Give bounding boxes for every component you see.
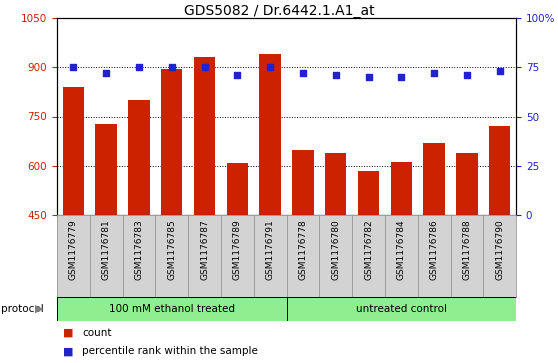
Text: GSM1176782: GSM1176782 xyxy=(364,219,373,280)
Text: GSM1176781: GSM1176781 xyxy=(102,219,110,280)
Bar xyxy=(287,297,516,321)
Point xyxy=(299,70,307,76)
Bar xyxy=(227,163,248,215)
Point xyxy=(266,64,275,70)
Text: 100 mM ethanol treated: 100 mM ethanol treated xyxy=(109,304,235,314)
Point xyxy=(463,72,472,78)
Bar xyxy=(259,54,281,215)
Text: ■: ■ xyxy=(62,346,73,356)
Bar xyxy=(358,171,379,215)
Text: GSM1176778: GSM1176778 xyxy=(299,219,307,280)
Bar xyxy=(292,150,314,215)
Text: ▶: ▶ xyxy=(35,304,44,314)
Text: GSM1176789: GSM1176789 xyxy=(233,219,242,280)
Bar xyxy=(128,100,150,215)
Text: GSM1176786: GSM1176786 xyxy=(430,219,439,280)
Point xyxy=(364,74,373,80)
Text: GSM1176783: GSM1176783 xyxy=(134,219,143,280)
Point xyxy=(496,68,504,74)
Text: GSM1176780: GSM1176780 xyxy=(331,219,340,280)
Point xyxy=(69,64,78,70)
Bar xyxy=(161,69,182,215)
Text: protocol: protocol xyxy=(1,304,44,314)
Bar xyxy=(95,124,117,215)
Text: GSM1176788: GSM1176788 xyxy=(463,219,472,280)
Bar xyxy=(325,152,347,215)
Point xyxy=(102,70,110,76)
Text: GSM1176790: GSM1176790 xyxy=(496,219,504,280)
Bar xyxy=(424,143,445,215)
Point xyxy=(397,74,406,80)
Bar xyxy=(57,297,287,321)
Point xyxy=(134,64,143,70)
Text: count: count xyxy=(82,328,112,338)
Text: GSM1176787: GSM1176787 xyxy=(200,219,209,280)
Bar xyxy=(456,152,478,215)
Text: GSM1176785: GSM1176785 xyxy=(167,219,176,280)
Bar xyxy=(391,163,412,215)
Point xyxy=(430,70,439,76)
Bar xyxy=(489,126,511,215)
Text: ■: ■ xyxy=(62,328,73,338)
Text: GDS5082 / Dr.6442.1.A1_at: GDS5082 / Dr.6442.1.A1_at xyxy=(184,4,374,18)
Text: GSM1176779: GSM1176779 xyxy=(69,219,78,280)
Point xyxy=(233,72,242,78)
Text: untreated control: untreated control xyxy=(356,304,447,314)
Bar xyxy=(62,87,84,215)
Text: GSM1176784: GSM1176784 xyxy=(397,219,406,280)
Point xyxy=(331,72,340,78)
Text: percentile rank within the sample: percentile rank within the sample xyxy=(82,346,258,356)
Bar xyxy=(194,57,215,215)
Point xyxy=(167,64,176,70)
Point xyxy=(200,64,209,70)
Text: GSM1176791: GSM1176791 xyxy=(266,219,275,280)
